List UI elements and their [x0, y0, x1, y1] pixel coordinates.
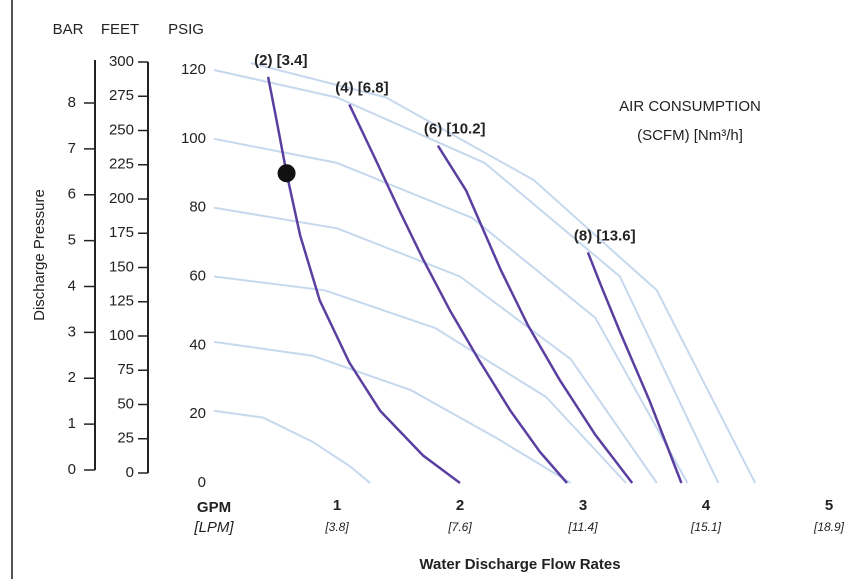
curve-label: (6) [10.2] — [424, 121, 486, 138]
pressure-curve — [213, 206, 658, 484]
air-consumption-curve — [348, 103, 568, 484]
bar-tick-label: 3 — [68, 323, 76, 340]
x-tick-label: 1 — [333, 497, 341, 514]
y-tick-label: 60 — [189, 267, 206, 284]
x-tick-label: 2 — [456, 497, 464, 514]
pressure-curve — [213, 137, 689, 484]
legend-title: AIR CONSUMPTION — [619, 98, 761, 115]
feet-tick-label: 200 — [109, 190, 134, 207]
pressure-curve — [213, 409, 371, 484]
pressure-curve — [213, 69, 720, 484]
bar-tick-label: 6 — [68, 186, 76, 203]
y-axis-label: Discharge Pressure — [31, 189, 48, 321]
x-tick-metric-label: [18.9] — [813, 520, 845, 534]
bar-tick-label: 7 — [68, 140, 76, 157]
feet-tick-label: 250 — [109, 121, 134, 138]
air-consumption-curve — [266, 76, 461, 485]
feet-tick-label: 275 — [109, 87, 134, 104]
bar-tick-label: 4 — [68, 277, 76, 294]
y-tick-label: 20 — [189, 405, 206, 422]
bar-tick-label: 5 — [68, 232, 76, 249]
x-tick-metric-label: [7.6] — [447, 520, 472, 534]
pressure-curve — [213, 340, 572, 484]
x-unit-metric: [LPM] — [193, 519, 234, 536]
feet-tick-label: 225 — [109, 156, 134, 173]
bar-unit: BAR — [53, 21, 84, 38]
air-consumption-curve — [436, 145, 634, 484]
feet-tick-label: 50 — [117, 395, 134, 412]
feet-tick-label: 175 — [109, 224, 134, 241]
feet-tick-label: 100 — [109, 327, 134, 344]
bar-tick-label: 0 — [68, 461, 76, 478]
bar-tick-label: 1 — [68, 415, 76, 432]
x-axis-title: Water Discharge Flow Rates — [419, 556, 620, 573]
x-unit: GPM — [197, 499, 231, 516]
curve-label: (8) [13.6] — [574, 227, 636, 244]
air-consumption-curve — [586, 251, 683, 484]
x-tick-metric-label: [11.4] — [567, 520, 598, 534]
feet-tick-label: 150 — [109, 258, 134, 275]
curve-label: (2) [3.4] — [254, 52, 307, 69]
y-tick-label: 40 — [189, 336, 206, 353]
bar-tick-label: 8 — [68, 94, 76, 111]
operating-point — [277, 164, 296, 183]
x-tick-metric-label: [3.8] — [324, 520, 349, 534]
curve-label: (4) [6.8] — [335, 79, 388, 96]
pressure-curve — [213, 275, 627, 484]
x-tick-label: 5 — [825, 497, 833, 514]
y-tick-label: 120 — [181, 61, 206, 78]
y-tick-label: 80 — [189, 199, 206, 216]
y-tick-label: 100 — [181, 130, 206, 147]
feet-tick-label: 25 — [117, 430, 134, 447]
feet-tick-label: 0 — [126, 464, 134, 481]
psig-unit: PSIG — [168, 21, 204, 38]
legend-subtitle: (SCFM) [Nm³/h] — [637, 127, 743, 144]
feet-tick-label: 75 — [117, 361, 134, 378]
x-tick-label: 4 — [702, 497, 711, 514]
y-tick-label: 0 — [198, 474, 206, 491]
x-tick-label: 3 — [579, 497, 587, 514]
feet-tick-label: 300 — [109, 53, 134, 70]
feet-unit: FEET — [101, 21, 139, 38]
feet-tick-label: 125 — [109, 293, 134, 310]
pressure-curve — [250, 62, 757, 484]
bar-tick-label: 2 — [68, 369, 76, 386]
x-tick-metric-label: [15.1] — [690, 520, 722, 534]
